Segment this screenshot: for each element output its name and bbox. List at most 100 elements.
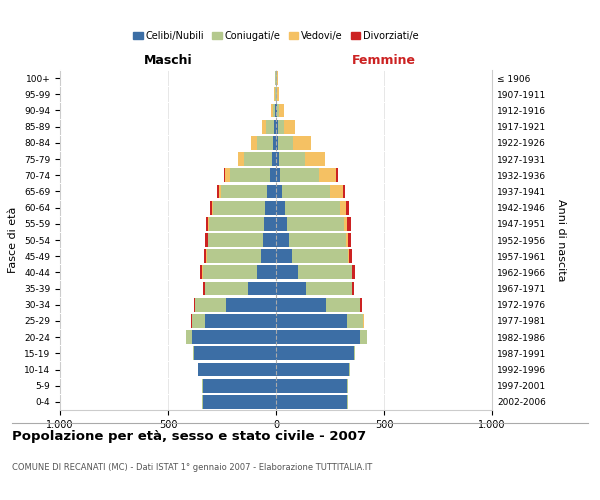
Bar: [361, 298, 362, 312]
Bar: [263, 233, 276, 247]
Text: Femmine: Femmine: [352, 54, 416, 67]
Bar: [264, 217, 276, 230]
Bar: [278, 120, 284, 134]
Bar: [274, 120, 276, 134]
Bar: [205, 282, 248, 296]
Bar: [203, 266, 257, 280]
Bar: [306, 282, 352, 296]
Bar: [276, 250, 292, 263]
Bar: [276, 120, 278, 134]
Bar: [276, 346, 354, 360]
Bar: [276, 395, 347, 409]
Bar: [276, 233, 289, 247]
Bar: [348, 233, 351, 247]
Bar: [275, 104, 276, 118]
Bar: [273, 136, 276, 149]
Bar: [257, 266, 276, 280]
Bar: [279, 152, 305, 166]
Bar: [276, 266, 298, 280]
Bar: [337, 168, 338, 182]
Bar: [352, 266, 355, 280]
Bar: [283, 184, 330, 198]
Legend: Celibi/Nubili, Coniugati/e, Vedovi/e, Divorziati/e: Celibi/Nubili, Coniugati/e, Vedovi/e, Di…: [129, 28, 423, 45]
Bar: [293, 136, 311, 149]
Bar: [208, 233, 263, 247]
Bar: [277, 88, 279, 101]
Bar: [352, 282, 354, 296]
Text: COMUNE DI RECANATI (MC) - Dati ISTAT 1° gennaio 2007 - Elaborazione TUTTITALIA.I: COMUNE DI RECANATI (MC) - Dati ISTAT 1° …: [12, 463, 372, 472]
Bar: [238, 152, 244, 166]
Bar: [205, 314, 276, 328]
Bar: [268, 184, 276, 198]
Bar: [278, 136, 293, 149]
Bar: [277, 104, 279, 118]
Bar: [203, 395, 276, 409]
Bar: [276, 200, 284, 214]
Bar: [221, 184, 268, 198]
Bar: [214, 200, 265, 214]
Bar: [248, 282, 276, 296]
Bar: [203, 379, 276, 392]
Bar: [292, 250, 349, 263]
Bar: [276, 168, 280, 182]
Bar: [276, 104, 277, 118]
Y-axis label: Anni di nascita: Anni di nascita: [556, 198, 566, 281]
Bar: [276, 184, 283, 198]
Bar: [273, 104, 275, 118]
Bar: [212, 200, 214, 214]
Bar: [276, 314, 347, 328]
Bar: [205, 233, 208, 247]
Bar: [354, 346, 355, 360]
Bar: [217, 184, 219, 198]
Text: Maschi: Maschi: [143, 54, 193, 67]
Bar: [262, 120, 266, 134]
Bar: [305, 152, 325, 166]
Text: Popolazione per età, sesso e stato civile - 2007: Popolazione per età, sesso e stato civil…: [12, 430, 366, 443]
Bar: [230, 168, 269, 182]
Bar: [274, 88, 275, 101]
Bar: [203, 282, 205, 296]
Bar: [192, 330, 276, 344]
Bar: [287, 217, 344, 230]
Bar: [204, 250, 206, 263]
Bar: [276, 298, 326, 312]
Bar: [276, 152, 279, 166]
Bar: [284, 200, 340, 214]
Bar: [272, 152, 276, 166]
Bar: [269, 168, 276, 182]
Bar: [266, 120, 274, 134]
Bar: [276, 217, 287, 230]
Bar: [319, 168, 337, 182]
Bar: [277, 71, 278, 85]
Bar: [279, 104, 284, 118]
Bar: [193, 346, 194, 360]
Y-axis label: Fasce di età: Fasce di età: [8, 207, 19, 273]
Bar: [276, 362, 349, 376]
Bar: [347, 217, 350, 230]
Bar: [330, 184, 343, 198]
Bar: [284, 120, 295, 134]
Bar: [194, 298, 195, 312]
Bar: [226, 298, 276, 312]
Bar: [343, 184, 345, 198]
Bar: [208, 217, 209, 230]
Bar: [219, 184, 221, 198]
Bar: [340, 200, 346, 214]
Bar: [289, 233, 346, 247]
Bar: [210, 200, 212, 214]
Bar: [271, 104, 273, 118]
Bar: [209, 217, 264, 230]
Bar: [198, 362, 276, 376]
Bar: [251, 136, 257, 149]
Bar: [326, 298, 360, 312]
Bar: [261, 250, 276, 263]
Bar: [276, 282, 306, 296]
Bar: [195, 298, 226, 312]
Bar: [298, 266, 352, 280]
Bar: [206, 217, 208, 230]
Bar: [346, 233, 348, 247]
Bar: [349, 250, 352, 263]
Bar: [224, 168, 225, 182]
Bar: [276, 136, 278, 149]
Bar: [276, 330, 360, 344]
